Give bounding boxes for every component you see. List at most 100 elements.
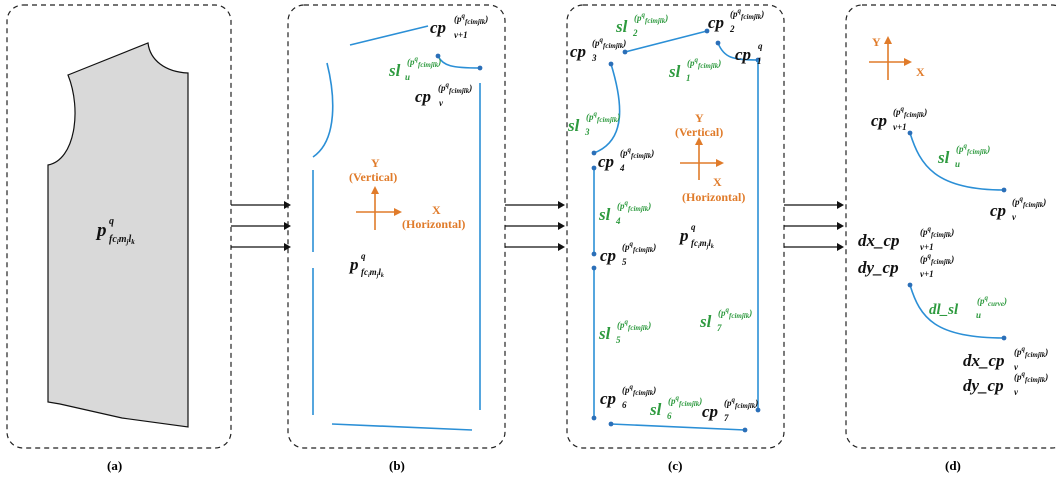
svg-text:5: 5 [616, 335, 621, 345]
svg-text:(pqfcimjlk): (pqfcimjlk) [724, 396, 758, 410]
svg-text:(pqfcimjlk): (pqfcimjlk) [634, 11, 668, 25]
svg-text:7: 7 [724, 413, 729, 423]
label-dl-sl-u-d: dl_sl (pqcurve) u [929, 294, 1007, 320]
caption-c: (c) [668, 458, 682, 473]
axis-x-label-c: X [713, 175, 722, 189]
svg-text:v+1: v+1 [893, 122, 907, 132]
svg-text:sl: sl [649, 400, 662, 419]
svg-text:cp: cp [415, 87, 431, 106]
panel-a-frame [6, 4, 232, 449]
svg-text:dl_sl: dl_sl [929, 302, 959, 318]
label-pattern-c: p q fcimjlk [678, 222, 714, 250]
axis-y-desc-b: (Vertical) [349, 170, 397, 184]
svg-text:dy_cp: dy_cp [963, 376, 1004, 395]
svg-text:dx_cp: dx_cp [858, 231, 900, 250]
svg-text:v: v [1012, 212, 1017, 222]
label-cp-v-b: cp (pqfcimjlk) v [415, 81, 472, 108]
axis-x-label-b: X [432, 203, 441, 217]
label-dy-cp-v-d: dy_cp (pqfcimjlk) v [963, 370, 1048, 397]
svg-text:(pqfcimjlk): (pqfcimjlk) [718, 306, 752, 320]
axis-y-desc-c: (Vertical) [675, 125, 723, 139]
svg-text:(pqfcimjlk): (pqfcimjlk) [920, 225, 954, 239]
label-cp-v1-d: cp (pqfcimjlk) v+1 [871, 105, 927, 132]
svg-text:(pqfcimjlk): (pqfcimjlk) [622, 240, 656, 254]
svg-text:(pqfcimjlk): (pqfcimjlk) [454, 12, 488, 26]
svg-text:q: q [109, 216, 114, 227]
svg-text:p: p [348, 255, 359, 274]
svg-text:(pqfcimjlk): (pqfcimjlk) [617, 199, 651, 213]
svg-text:(pqfcimjlk): (pqfcimjlk) [592, 36, 626, 50]
svg-text:u: u [405, 72, 410, 82]
svg-text:(pqfcimjlk): (pqfcimjlk) [956, 142, 990, 156]
label-dy-cp-v1-d: dy_cp (pqfcimjlk) v+1 [858, 252, 954, 279]
caption-a: (a) [107, 458, 122, 473]
svg-text:6: 6 [622, 400, 627, 410]
label-sl2-c: sl (pqfcimjlk) 2 [615, 11, 668, 38]
label-cp4-c: cp (pqfcimjlk) 4 [598, 146, 654, 173]
label-cp2-c: cp (pqfcimjlk) 2 [708, 7, 764, 34]
label-sl1-c: sl (pqfcimjlk) 1 [668, 56, 721, 83]
panel-d-segments [907, 130, 1007, 341]
svg-text:(pqfcimjlk): (pqfcimjlk) [920, 252, 954, 266]
svg-text:cp: cp [735, 45, 751, 64]
svg-text:fcimjlk: fcimjlk [109, 234, 135, 246]
svg-text:3: 3 [591, 53, 597, 63]
arrows-a-to-b [231, 201, 291, 251]
svg-text:sl: sl [598, 324, 611, 343]
svg-text:sl: sl [668, 62, 681, 81]
label-cp7-c: cp (pqfcimjlk) 7 [702, 396, 758, 423]
svg-text:sl: sl [598, 205, 611, 224]
svg-text:q: q [758, 41, 763, 51]
svg-text:(pqfcimjlk): (pqfcimjlk) [617, 318, 651, 332]
svg-text:v+1: v+1 [920, 269, 934, 279]
svg-text:q: q [361, 251, 366, 261]
label-cp-v-d: cp (pqfcimjlk) v [990, 195, 1046, 222]
svg-text:6: 6 [667, 411, 672, 421]
svg-text:cp: cp [598, 152, 614, 171]
svg-text:v+1: v+1 [454, 30, 468, 40]
svg-text:1: 1 [757, 56, 762, 66]
label-dx-cp-v-d: dx_cp (pqfcimjlk) v [963, 345, 1048, 372]
svg-text:p: p [678, 226, 689, 245]
panel-c-segments [591, 28, 761, 433]
svg-text:(pqfcimjlk): (pqfcimjlk) [893, 105, 927, 119]
svg-text:cp: cp [600, 246, 616, 265]
svg-text:2: 2 [632, 28, 638, 38]
svg-text:(pqfcimjlk): (pqfcimjlk) [1014, 370, 1048, 384]
label-dx-cp-v1-d: dx_cp (pqfcimjlk) v+1 [858, 225, 954, 252]
axis-x-desc-b: (Horizontal) [402, 217, 465, 231]
svg-text:p: p [95, 220, 107, 241]
svg-text:4: 4 [619, 163, 625, 173]
svg-text:v+1: v+1 [920, 242, 934, 252]
svg-text:5: 5 [622, 257, 627, 267]
arrows-c-to-d [784, 201, 844, 251]
axis-x-label-d: X [916, 65, 925, 79]
svg-text:7: 7 [717, 323, 722, 333]
svg-text:cp: cp [990, 201, 1006, 220]
svg-text:(pqfcimjlk): (pqfcimjlk) [1012, 195, 1046, 209]
svg-text:sl: sl [937, 148, 950, 167]
label-sl3-c: sl (pqfcimjlk) 3 [567, 110, 620, 137]
panel-d-frame [845, 4, 1058, 449]
label-sl7-c: sl (pqfcimjlk) 7 [699, 306, 752, 333]
arrows-b-to-c [505, 201, 565, 251]
panel-b-segments [312, 25, 483, 431]
label-cp1-c: cp q 1 [735, 41, 763, 66]
label-sl4-c: sl (pqfcimjlk) 4 [598, 199, 651, 226]
svg-text:v: v [1014, 387, 1019, 397]
axis-y-label-c: Y [695, 111, 704, 125]
garment-pattern-shape [47, 42, 189, 428]
svg-text:v: v [1014, 362, 1019, 372]
svg-text:sl: sl [699, 312, 712, 331]
svg-text:(pqfcimjlk): (pqfcimjlk) [620, 146, 654, 160]
svg-text:4: 4 [615, 216, 621, 226]
svg-text:(pqfcimjlk): (pqfcimjlk) [438, 81, 472, 95]
label-sl-u-b: sl (pqfcimjlk) u [388, 55, 441, 82]
svg-text:2: 2 [729, 24, 735, 34]
caption-d: (d) [945, 458, 961, 473]
svg-text:dx_cp: dx_cp [963, 351, 1005, 370]
caption-b: (b) [389, 458, 405, 473]
svg-text:u: u [976, 310, 981, 320]
svg-text:(pqfcimjlk): (pqfcimjlk) [1014, 345, 1048, 359]
